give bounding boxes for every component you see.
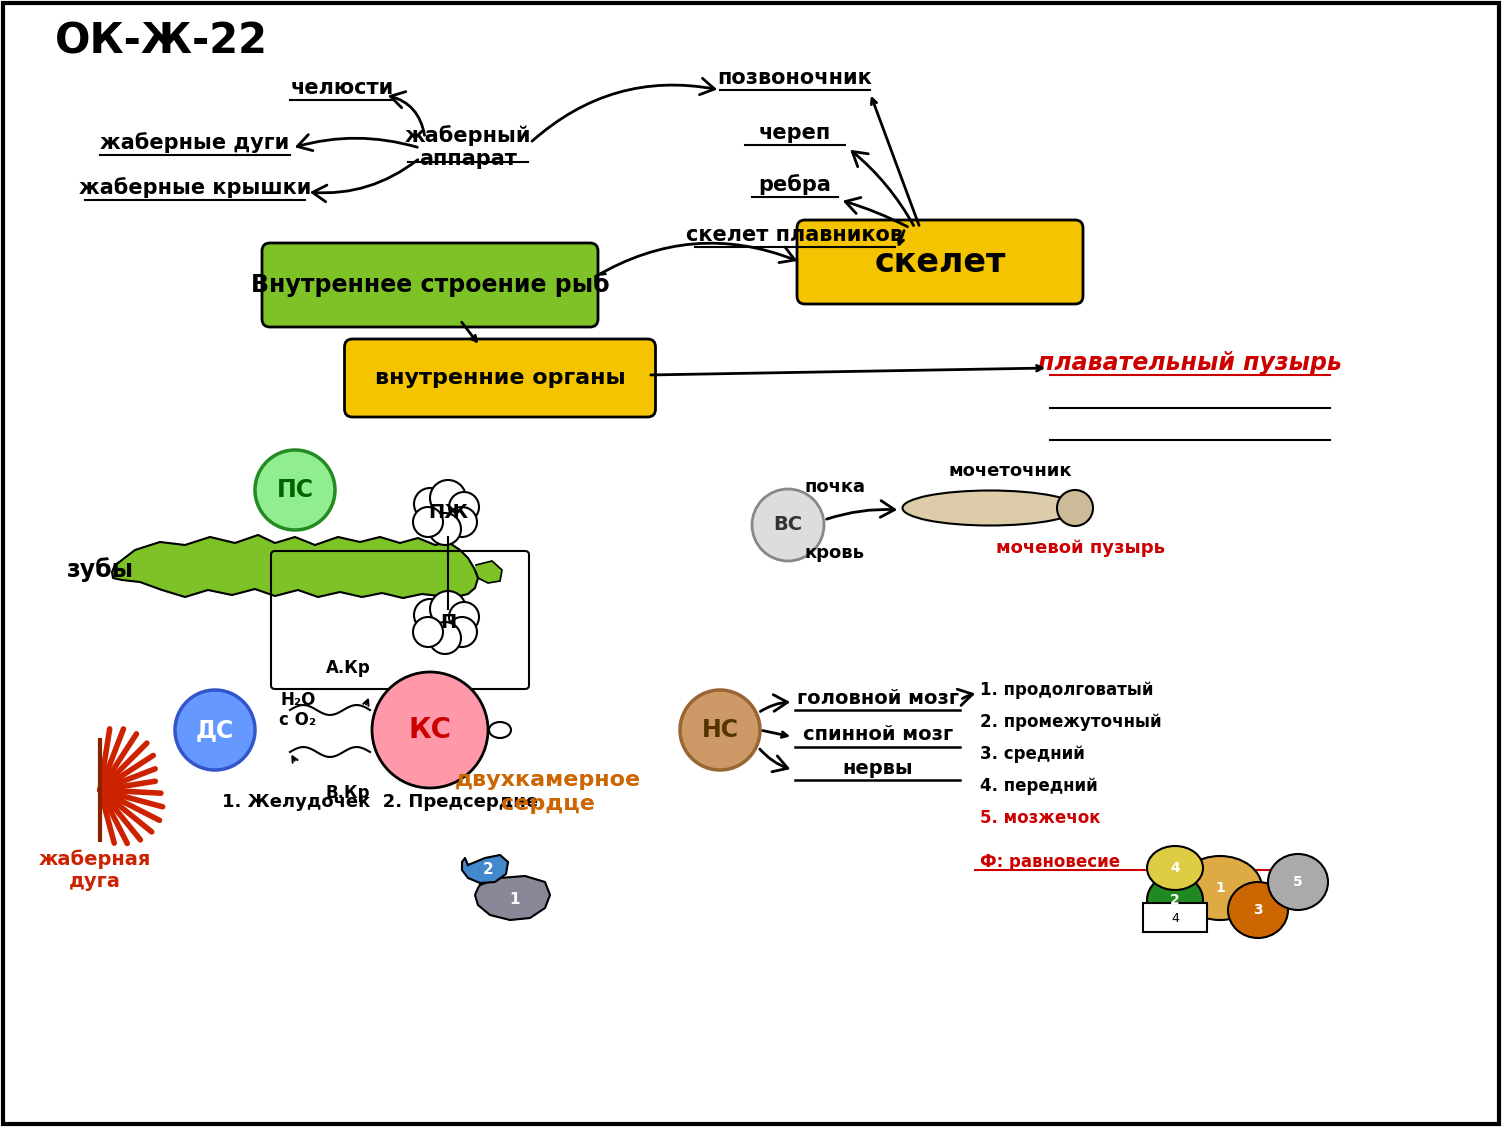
Text: 4. передний: 4. передний [979, 777, 1098, 795]
FancyArrowPatch shape [532, 78, 715, 141]
FancyBboxPatch shape [261, 243, 598, 327]
Text: В.Кр: В.Кр [326, 784, 371, 802]
Text: жаберный
аппарат: жаберный аппарат [404, 125, 532, 169]
FancyArrowPatch shape [760, 749, 787, 772]
Circle shape [449, 492, 479, 522]
Circle shape [1057, 490, 1093, 526]
Circle shape [753, 489, 825, 561]
Text: ДС: ДС [195, 718, 234, 742]
Ellipse shape [1148, 875, 1203, 925]
Circle shape [176, 690, 255, 770]
Circle shape [448, 507, 478, 536]
Text: 1: 1 [1215, 881, 1224, 895]
Text: ПС: ПС [276, 478, 314, 502]
Text: 4: 4 [1170, 861, 1181, 875]
Text: головной мозг: головной мозг [798, 689, 958, 708]
Text: ОК-Ж-22: ОК-Ж-22 [56, 21, 267, 63]
FancyArrowPatch shape [957, 690, 973, 706]
Circle shape [255, 450, 335, 530]
Text: ребра: ребра [759, 175, 832, 195]
Text: скелет: скелет [874, 246, 1006, 278]
Text: 4: 4 [1172, 912, 1179, 924]
Text: скелет плавников: скелет плавников [686, 225, 904, 245]
Text: 1: 1 [509, 893, 520, 907]
Text: 1. Желудочек  2. Предсердие: 1. Желудочек 2. Предсердие [222, 793, 538, 811]
FancyArrowPatch shape [826, 500, 895, 520]
Polygon shape [113, 535, 478, 598]
Text: жаберные дуги: жаберные дуги [101, 133, 290, 153]
Text: челюсти: челюсти [290, 78, 394, 98]
Text: П: П [440, 612, 457, 631]
Text: плавательный пузырь: плавательный пузырь [1038, 350, 1341, 375]
Circle shape [430, 513, 461, 545]
Text: зубы: зубы [66, 558, 134, 583]
Circle shape [413, 616, 443, 647]
FancyArrowPatch shape [312, 160, 418, 202]
Text: ПЖ: ПЖ [428, 503, 469, 522]
Polygon shape [463, 855, 508, 882]
Text: внутренние органы: внутренние органы [374, 369, 625, 388]
FancyArrowPatch shape [852, 151, 913, 225]
Text: нервы: нервы [843, 758, 913, 778]
Circle shape [430, 591, 466, 627]
Ellipse shape [490, 722, 511, 738]
Text: позвоночник: позвоночник [718, 68, 873, 88]
Text: 2: 2 [482, 862, 493, 878]
Circle shape [415, 488, 446, 520]
Circle shape [430, 622, 461, 654]
Circle shape [372, 672, 488, 788]
Text: 2. промежуточный: 2. промежуточный [979, 713, 1161, 731]
Ellipse shape [1229, 882, 1289, 938]
FancyBboxPatch shape [798, 220, 1083, 304]
Ellipse shape [903, 490, 1077, 525]
FancyArrowPatch shape [846, 197, 907, 227]
Text: почка: почка [805, 478, 865, 496]
Text: ВС: ВС [774, 515, 802, 534]
FancyArrowPatch shape [391, 91, 425, 135]
Text: Н₂О: Н₂О [281, 691, 315, 709]
Text: мочеточник: мочеточник [948, 462, 1072, 480]
FancyBboxPatch shape [1143, 903, 1208, 932]
FancyBboxPatch shape [344, 339, 655, 417]
Text: мочевой пузырь: мочевой пузырь [996, 539, 1164, 557]
Circle shape [413, 507, 443, 536]
Text: Ф: равновесие: Ф: равновесие [979, 853, 1120, 871]
Text: спинной мозг: спинной мозг [804, 726, 954, 745]
Text: 5. мозжечок: 5. мозжечок [979, 809, 1101, 827]
FancyArrowPatch shape [595, 243, 795, 276]
Ellipse shape [1178, 857, 1262, 920]
FancyArrowPatch shape [297, 134, 418, 151]
Polygon shape [476, 561, 502, 583]
Text: с О₂: с О₂ [279, 711, 317, 729]
Ellipse shape [1148, 846, 1203, 890]
Circle shape [680, 690, 760, 770]
FancyArrowPatch shape [760, 694, 787, 711]
Text: НС: НС [701, 718, 739, 742]
Text: 3: 3 [1253, 903, 1263, 917]
Text: жаберные крышки: жаберные крышки [78, 178, 311, 198]
Ellipse shape [1268, 854, 1328, 909]
Text: Внутреннее строение рыб: Внутреннее строение рыб [251, 273, 610, 298]
Text: 2: 2 [1170, 893, 1181, 907]
Text: жаберная
дуга: жаберная дуга [39, 850, 152, 890]
Circle shape [430, 480, 466, 516]
Circle shape [448, 616, 478, 647]
Circle shape [449, 602, 479, 632]
Text: 3. средний: 3. средний [979, 745, 1084, 763]
Circle shape [415, 598, 446, 631]
Text: 5: 5 [1293, 875, 1302, 889]
Text: КС: КС [409, 716, 452, 744]
Text: кровь: кровь [805, 544, 865, 562]
Text: А.Кр: А.Кр [326, 659, 371, 677]
Text: 1. продолговатый: 1. продолговатый [979, 681, 1154, 699]
Text: двухкамерное
сердце: двухкамерное сердце [455, 771, 641, 814]
Text: череп: череп [759, 123, 831, 143]
Polygon shape [475, 876, 550, 920]
